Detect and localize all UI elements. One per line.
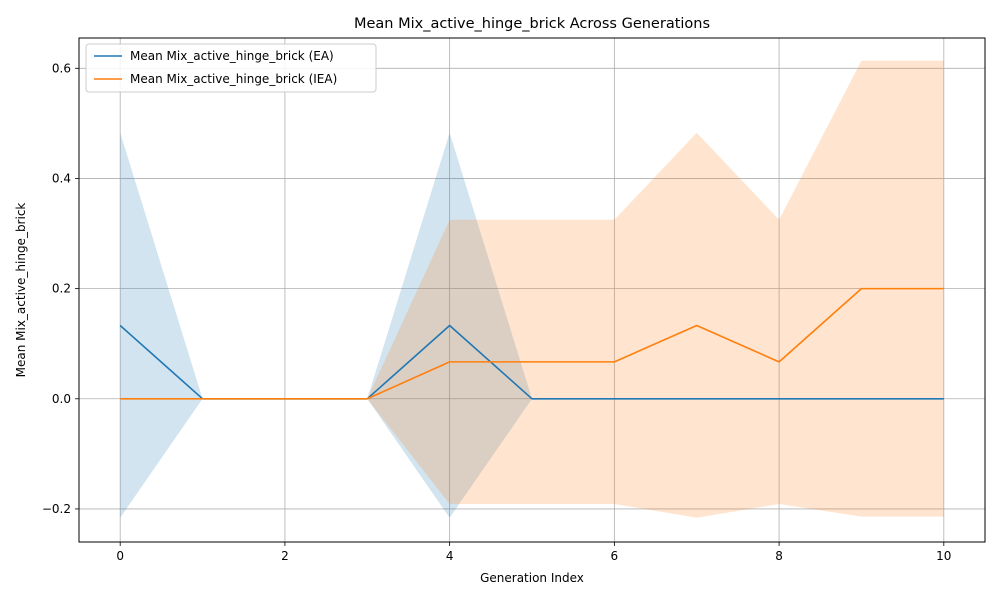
x-tick-label: 10 <box>936 549 951 563</box>
legend-box <box>85 43 377 93</box>
chart-title: Mean Mix_active_hinge_brick Across Gener… <box>354 16 710 32</box>
y-tick-label: −0.2 <box>42 502 71 516</box>
line-series-2 <box>120 287 944 400</box>
y-tick-label: 0.6 <box>52 61 71 75</box>
band-series-2 <box>120 60 944 518</box>
x-tick-label: 6 <box>611 549 619 563</box>
y-axis-label: Mean Mix_active_hinge_brick <box>14 203 28 378</box>
plot-frame <box>78 37 986 543</box>
y-tick-label: 0.4 <box>52 171 71 185</box>
x-tick-label: 0 <box>116 549 124 563</box>
legend-label-1: Mean Mix_active_hinge_brick (EA) <box>130 49 334 63</box>
x-tick-label: 8 <box>775 549 783 563</box>
y-tick-label: 0.0 <box>52 392 71 406</box>
y-tick-label: 0.2 <box>52 282 71 296</box>
axis-ticks: 0 2 4 6 8 10 −0.2 0.0 0.2 0.4 0.6 <box>42 61 952 563</box>
legend: Mean Mix_active_hinge_brick (EA) Mean Mix… <box>85 43 377 93</box>
x-axis-label: Generation Index <box>480 571 584 585</box>
x-tick-label: 4 <box>446 549 454 563</box>
x-tick-label: 2 <box>281 549 289 563</box>
series-lines <box>119 287 944 400</box>
confidence-bands <box>120 60 944 518</box>
legend-label-2: Mean Mix_active_hinge_brick (IEA) <box>130 72 337 86</box>
